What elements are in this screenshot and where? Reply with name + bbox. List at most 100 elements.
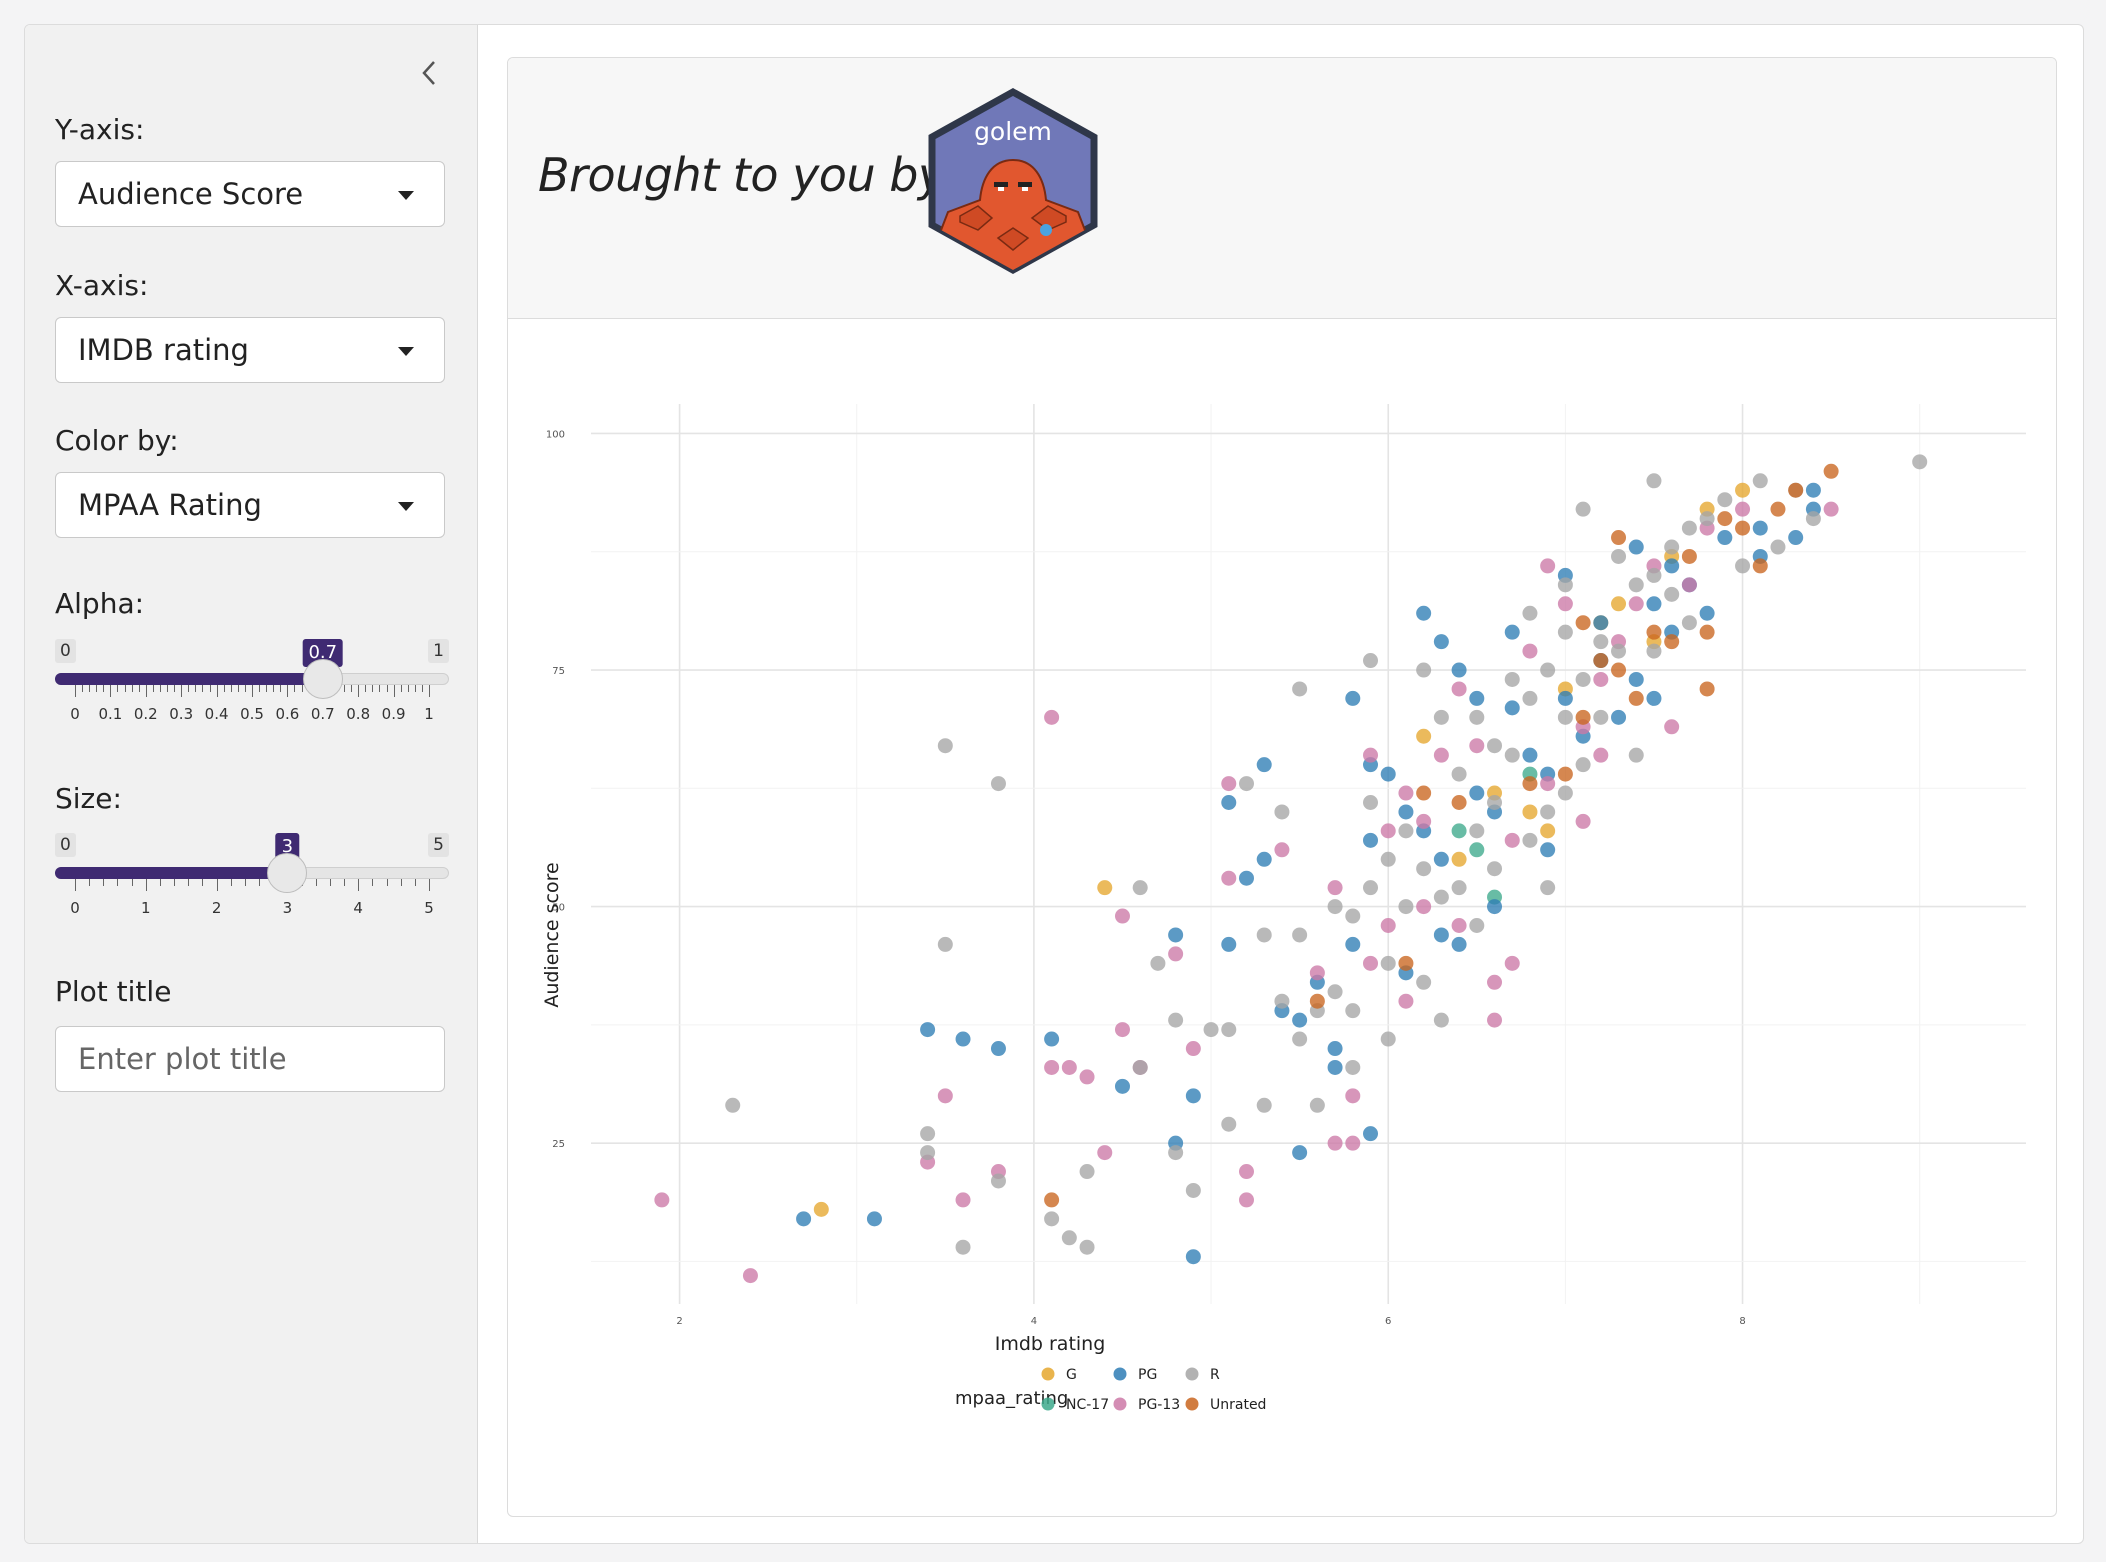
data-point — [1274, 993, 1290, 1009]
data-point — [1044, 1059, 1060, 1075]
slider-minor-tick — [89, 685, 91, 692]
data-point — [1681, 520, 1697, 536]
y-tick-labels: 25 50 75 100 — [546, 429, 565, 1150]
slider-tick-label: 3 — [282, 899, 293, 917]
y-tick-label: 100 — [546, 429, 565, 440]
data-point — [1557, 577, 1573, 593]
slider-minor-tick — [372, 879, 374, 886]
data-point — [1593, 634, 1609, 650]
data-point — [1664, 719, 1680, 735]
data-point — [920, 1022, 936, 1038]
data-point — [1557, 709, 1573, 725]
data-point — [1628, 671, 1644, 687]
collapse-sidebar-button[interactable] — [411, 55, 447, 91]
plot-title-label: Plot title — [55, 975, 172, 1008]
data-point — [1575, 709, 1591, 725]
data-point — [1646, 690, 1662, 706]
slider-minor-tick — [152, 685, 154, 692]
slider-minor-tick — [167, 685, 169, 692]
slider-minor-tick — [351, 685, 353, 692]
slider-minor-tick — [230, 685, 232, 692]
slider-minor-tick — [159, 879, 161, 886]
data-point — [1699, 681, 1715, 697]
data-point — [1168, 927, 1184, 943]
data-point — [1522, 643, 1538, 659]
data-point — [1504, 832, 1520, 848]
data-point — [1292, 927, 1308, 943]
data-point — [1451, 880, 1467, 896]
data-point — [1292, 1012, 1308, 1028]
slider-minor-tick — [400, 685, 402, 692]
data-point — [1735, 520, 1751, 536]
data-point — [1628, 596, 1644, 612]
slider-minor-tick — [294, 685, 296, 692]
data-point — [1345, 1088, 1361, 1104]
slider-minor-tick — [96, 685, 98, 692]
data-point — [1575, 813, 1591, 829]
slider-minor-tick — [386, 685, 388, 692]
data-point — [1238, 1164, 1254, 1180]
data-point — [1522, 690, 1538, 706]
slider-minor-tick — [117, 685, 119, 692]
slider-minor-tick — [315, 879, 317, 886]
data-point — [1451, 918, 1467, 934]
slider-major-tick — [216, 879, 218, 891]
size-handle[interactable] — [267, 853, 308, 893]
data-point — [1363, 880, 1379, 896]
data-point — [1469, 918, 1485, 934]
data-point — [866, 1211, 882, 1227]
data-point — [1185, 1088, 1201, 1104]
data-point — [1611, 530, 1627, 546]
alpha-label: Alpha: — [55, 587, 145, 620]
legend-label: PG — [1138, 1367, 1157, 1383]
slider-tick-label: 0.3 — [169, 705, 194, 723]
slider-minor-tick — [131, 879, 133, 886]
slider-minor-tick — [372, 685, 374, 692]
slider-minor-tick — [386, 879, 388, 886]
data-point — [1363, 832, 1379, 848]
data-point — [1504, 671, 1520, 687]
data-point — [1699, 605, 1715, 621]
data-point — [1221, 776, 1237, 792]
data-point — [1221, 936, 1237, 952]
data-point — [1345, 936, 1361, 952]
x-axis-select-value: IMDB rating — [78, 333, 249, 367]
data-point — [1540, 558, 1556, 574]
y-axis-title: Audience score — [541, 862, 563, 1007]
data-point — [990, 1173, 1006, 1189]
data-point — [1327, 899, 1343, 915]
y-axis-select[interactable]: Audience Score — [55, 161, 445, 227]
data-point — [1540, 823, 1556, 839]
data-point — [1611, 709, 1627, 725]
alpha-handle[interactable] — [302, 659, 343, 699]
data-point — [1611, 596, 1627, 612]
data-point — [1646, 624, 1662, 640]
data-point — [937, 738, 953, 754]
y-axis-select-value: Audience Score — [78, 177, 304, 211]
data-point — [1185, 1249, 1201, 1265]
x-axis-select[interactable]: IMDB rating — [55, 317, 445, 383]
size-label: Size: — [55, 782, 122, 815]
data-point — [1611, 548, 1627, 564]
data-point — [1752, 473, 1768, 489]
slider-major-tick — [252, 685, 253, 697]
data-point — [1309, 993, 1325, 1009]
size-slider[interactable]: 0 5 3 0 1 2 3 4 5 — [55, 833, 449, 943]
data-point — [1469, 738, 1485, 754]
slider-tick-label: 0.9 — [381, 705, 406, 723]
slider-minor-tick — [421, 685, 423, 692]
data-point — [1363, 747, 1379, 763]
data-point — [1079, 1164, 1095, 1180]
data-point — [1274, 804, 1290, 820]
alpha-slider[interactable]: 0 1 0.7 0 0.1 0.2 0.3 0.4 0.5 0.6 0.7 0.8 0.9 1 — [55, 639, 449, 749]
data-point — [1114, 908, 1130, 924]
data-point — [955, 1239, 971, 1255]
data-point — [1451, 794, 1467, 810]
plot-title-input[interactable] — [55, 1026, 445, 1092]
data-point — [1805, 511, 1821, 527]
data-point — [1557, 766, 1573, 782]
x-tick-labels: 2 4 6 8 — [676, 1316, 1745, 1327]
data-point — [1238, 1192, 1254, 1208]
data-point — [1823, 463, 1839, 479]
color-by-select[interactable]: MPAA Rating — [55, 472, 445, 538]
